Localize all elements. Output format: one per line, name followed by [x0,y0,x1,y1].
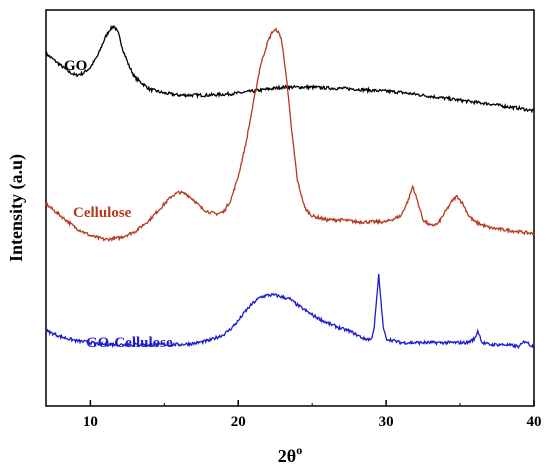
x-tick-label: 30 [379,414,394,430]
x-axis-title: 2θo [278,443,302,466]
series-line-go-cellulose [45,274,535,350]
series-labels: GO Cellulose GO-Cellulose [64,58,173,351]
x-tick-label: 40 [527,414,542,430]
y-axis-title: Intensity (a.u) [6,154,27,262]
x-tick-label: 10 [83,414,98,430]
series-label-go: GO [64,58,87,74]
series-label-go-cellulose: GO-Cellulose [86,335,173,351]
plot-frame [45,9,535,407]
series-label-cellulose: Cellulose [73,205,132,221]
x-axis-title-main: 2θ [278,446,296,466]
x-axis-ticks: 10 20 30 40 [83,400,542,430]
x-tick-label: 20 [231,414,246,430]
x-axis-title-superscript: o [296,443,302,457]
series-line-go [45,24,535,114]
series-line-cellulose [45,27,535,243]
series-lines [45,24,535,350]
